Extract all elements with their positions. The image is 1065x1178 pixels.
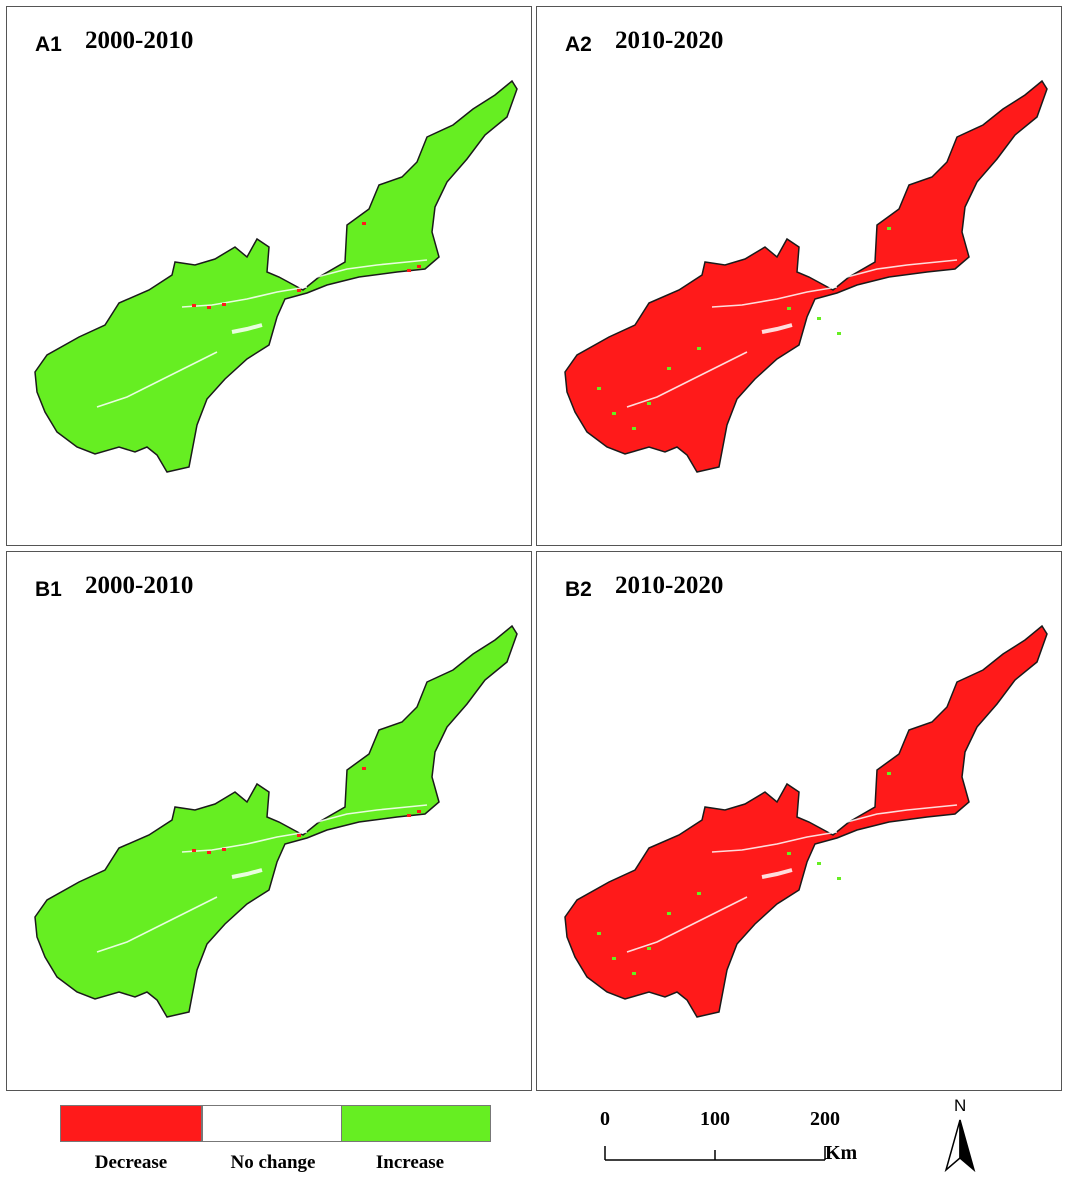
change-speckle — [632, 972, 636, 975]
panel-period: 2010-2020 — [615, 27, 724, 54]
river-streaks — [597, 772, 958, 975]
scale-tick-100: 100 — [700, 1108, 730, 1130]
map-panel-b2: B2 2010-2020 — [536, 551, 1062, 1091]
change-speckle — [192, 849, 196, 852]
panel-period: 2000-2010 — [85, 27, 194, 54]
panel-period: 2000-2010 — [85, 572, 194, 599]
region-shape — [34, 624, 518, 1018]
change-speckle — [222, 848, 226, 851]
change-speckle — [837, 332, 841, 335]
change-speckle — [207, 851, 211, 854]
change-speckle — [787, 307, 791, 310]
river-streak — [181, 831, 308, 853]
change-speckle — [207, 306, 211, 309]
legend-label-increase: Increase — [375, 1152, 445, 1173]
region-map-b1 — [34, 624, 518, 1018]
legend: Decrease No change Increase — [58, 1103, 498, 1178]
river-streak — [846, 804, 958, 823]
river-streaks — [597, 227, 958, 430]
scale-unit: Km — [825, 1142, 858, 1164]
river-streak — [231, 323, 263, 334]
region-map-a2 — [564, 79, 1048, 473]
legend-swatch-no-change — [202, 1105, 342, 1142]
river-streak — [626, 351, 748, 408]
region-shape — [564, 79, 1048, 473]
map-panel-a1: A1 2000-2010 — [6, 6, 532, 546]
panel-label: A1 — [35, 33, 62, 56]
river-streak — [846, 259, 958, 278]
panel-period: 2010-2020 — [615, 572, 724, 599]
river-streaks — [96, 222, 428, 408]
region-map-a1 — [34, 79, 518, 473]
change-speckle — [817, 317, 821, 320]
change-speckle — [817, 862, 821, 865]
river-streak — [96, 896, 218, 953]
region-shape — [564, 624, 1048, 1018]
change-speckle — [192, 304, 196, 307]
legend-label-decrease: Decrease — [94, 1152, 168, 1173]
scale-bar: 0 100 200 Km — [590, 1108, 890, 1168]
change-speckle — [362, 767, 366, 770]
panel-label: A2 — [565, 33, 592, 56]
map-panel-a2: A2 2010-2020 — [536, 6, 1062, 546]
legend-swatch-increase — [341, 1105, 491, 1142]
panel-label: B1 — [35, 578, 62, 601]
region-map-b2 — [564, 624, 1048, 1018]
change-speckle — [597, 387, 601, 390]
change-speckle — [362, 222, 366, 225]
north-arrow: N — [940, 1096, 980, 1176]
change-speckle — [297, 834, 301, 837]
river-streak — [316, 259, 428, 278]
change-speckle — [647, 402, 651, 405]
change-speckle — [667, 912, 671, 915]
legend-label-no-change: No change — [230, 1152, 316, 1173]
river-streak — [761, 868, 793, 879]
change-speckle — [647, 947, 651, 950]
change-speckle — [887, 772, 891, 775]
scale-bar-line — [604, 1146, 826, 1161]
scale-tick-200: 200 — [810, 1108, 840, 1130]
scale-tick-0: 0 — [600, 1108, 610, 1130]
river-streak — [231, 868, 263, 879]
change-speckle — [222, 303, 226, 306]
region-shape — [34, 79, 518, 473]
change-speckle — [417, 265, 421, 268]
change-speckle — [697, 892, 701, 895]
river-streak — [711, 286, 838, 308]
change-speckle — [417, 810, 421, 813]
change-speckle — [297, 289, 301, 292]
change-speckle — [887, 227, 891, 230]
change-speckle — [667, 367, 671, 370]
change-speckle — [612, 412, 616, 415]
change-speckle — [632, 427, 636, 430]
river-streaks — [96, 767, 428, 953]
river-streak — [181, 286, 308, 308]
north-arrow-icon — [944, 1119, 976, 1173]
north-letter: N — [954, 1096, 967, 1115]
change-speckle — [597, 932, 601, 935]
change-speckle — [697, 347, 701, 350]
legend-swatch-decrease — [60, 1105, 202, 1142]
river-streak — [96, 351, 218, 408]
change-speckle — [407, 814, 411, 817]
change-speckle — [612, 957, 616, 960]
river-streak — [711, 831, 838, 853]
map-panel-b1: B1 2000-2010 — [6, 551, 532, 1091]
change-speckle — [837, 877, 841, 880]
river-streak — [316, 804, 428, 823]
change-speckle — [407, 269, 411, 272]
river-streak — [761, 323, 793, 334]
change-speckle — [787, 852, 791, 855]
river-streak — [626, 896, 748, 953]
panel-label: B2 — [565, 578, 592, 601]
